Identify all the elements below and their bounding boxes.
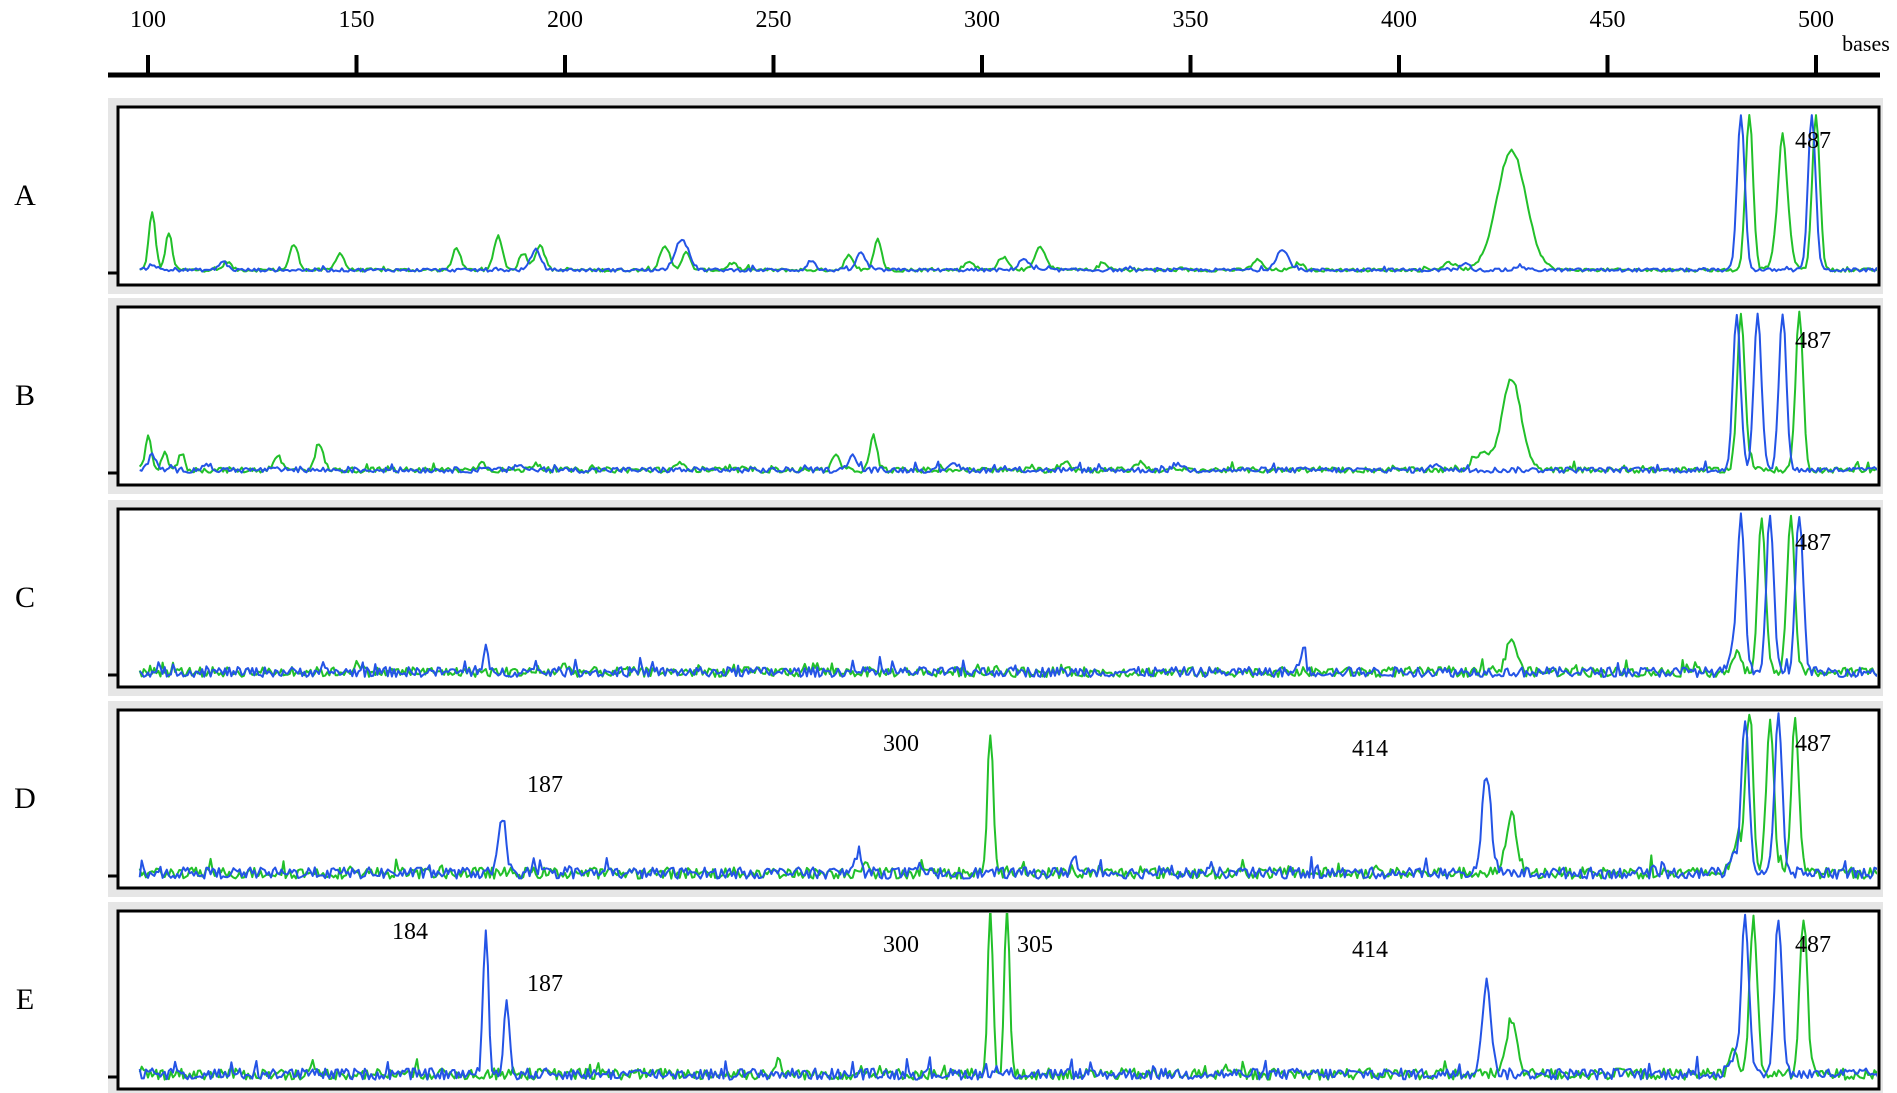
- panel-E: E 184 187 300 305 414 487: [16, 902, 1883, 1093]
- tick-label-400: 400: [1381, 7, 1417, 33]
- traces: [139, 114, 1877, 273]
- trace-blue-D: [138, 712, 1877, 880]
- panel-label-A: A: [14, 179, 36, 212]
- tick-label-450: 450: [1590, 7, 1626, 33]
- panel-label-B: B: [15, 379, 35, 412]
- panel-frame: [116, 105, 1881, 287]
- peak-label-487: 487: [1795, 530, 1831, 556]
- peak-label-414: 414: [1352, 937, 1388, 963]
- tick-label-350: 350: [1173, 7, 1209, 33]
- peak-label-487: 487: [1795, 731, 1831, 757]
- peak-label-487: 487: [1795, 128, 1831, 154]
- panel-label-E: E: [16, 983, 34, 1016]
- tick-label-500: 500: [1798, 7, 1834, 33]
- tick-label-250: 250: [756, 7, 792, 33]
- panel-C: C 487: [15, 500, 1883, 696]
- peak-label-184: 184: [392, 919, 428, 945]
- panel-D: D 187 300 414 487: [14, 701, 1883, 897]
- trace-green-B: [138, 310, 1877, 474]
- trace-blue-B: [139, 312, 1877, 474]
- peak-label-487: 487: [1795, 932, 1831, 958]
- panel-frame: [116, 305, 1881, 487]
- peak-label-187: 187: [527, 971, 563, 997]
- size-axis: 100 150 200 250 300 350 400 450 500 bases: [108, 7, 1890, 78]
- peak-label-300: 300: [883, 932, 919, 958]
- panel-label-C: C: [15, 581, 35, 614]
- trace-blue-C: [139, 512, 1877, 678]
- peak-label-187: 187: [527, 772, 563, 798]
- trace-blue-E: [138, 913, 1877, 1081]
- peak-label-487: 487: [1795, 328, 1831, 354]
- traces: [138, 310, 1877, 474]
- tick-label-300: 300: [964, 7, 1000, 33]
- panel-label-D: D: [14, 782, 36, 815]
- tick-label-150: 150: [339, 7, 375, 33]
- tick-label-200: 200: [547, 7, 583, 33]
- panel-frame: [116, 507, 1881, 689]
- peak-label-300: 300: [883, 731, 919, 757]
- peak-label-305: 305: [1017, 932, 1053, 958]
- panel-B: B 487: [15, 298, 1883, 494]
- trace-blue-A: [139, 114, 1877, 273]
- axis-unit-label: bases: [1842, 31, 1890, 56]
- traces: [138, 512, 1877, 678]
- panel-frame: [116, 909, 1881, 1091]
- peak-label-414: 414: [1352, 736, 1388, 762]
- panel-frame: [116, 708, 1881, 890]
- traces: [138, 913, 1877, 1081]
- tick-label-100: 100: [130, 7, 166, 33]
- panel-A: A 487: [14, 98, 1883, 294]
- traces: [138, 712, 1877, 880]
